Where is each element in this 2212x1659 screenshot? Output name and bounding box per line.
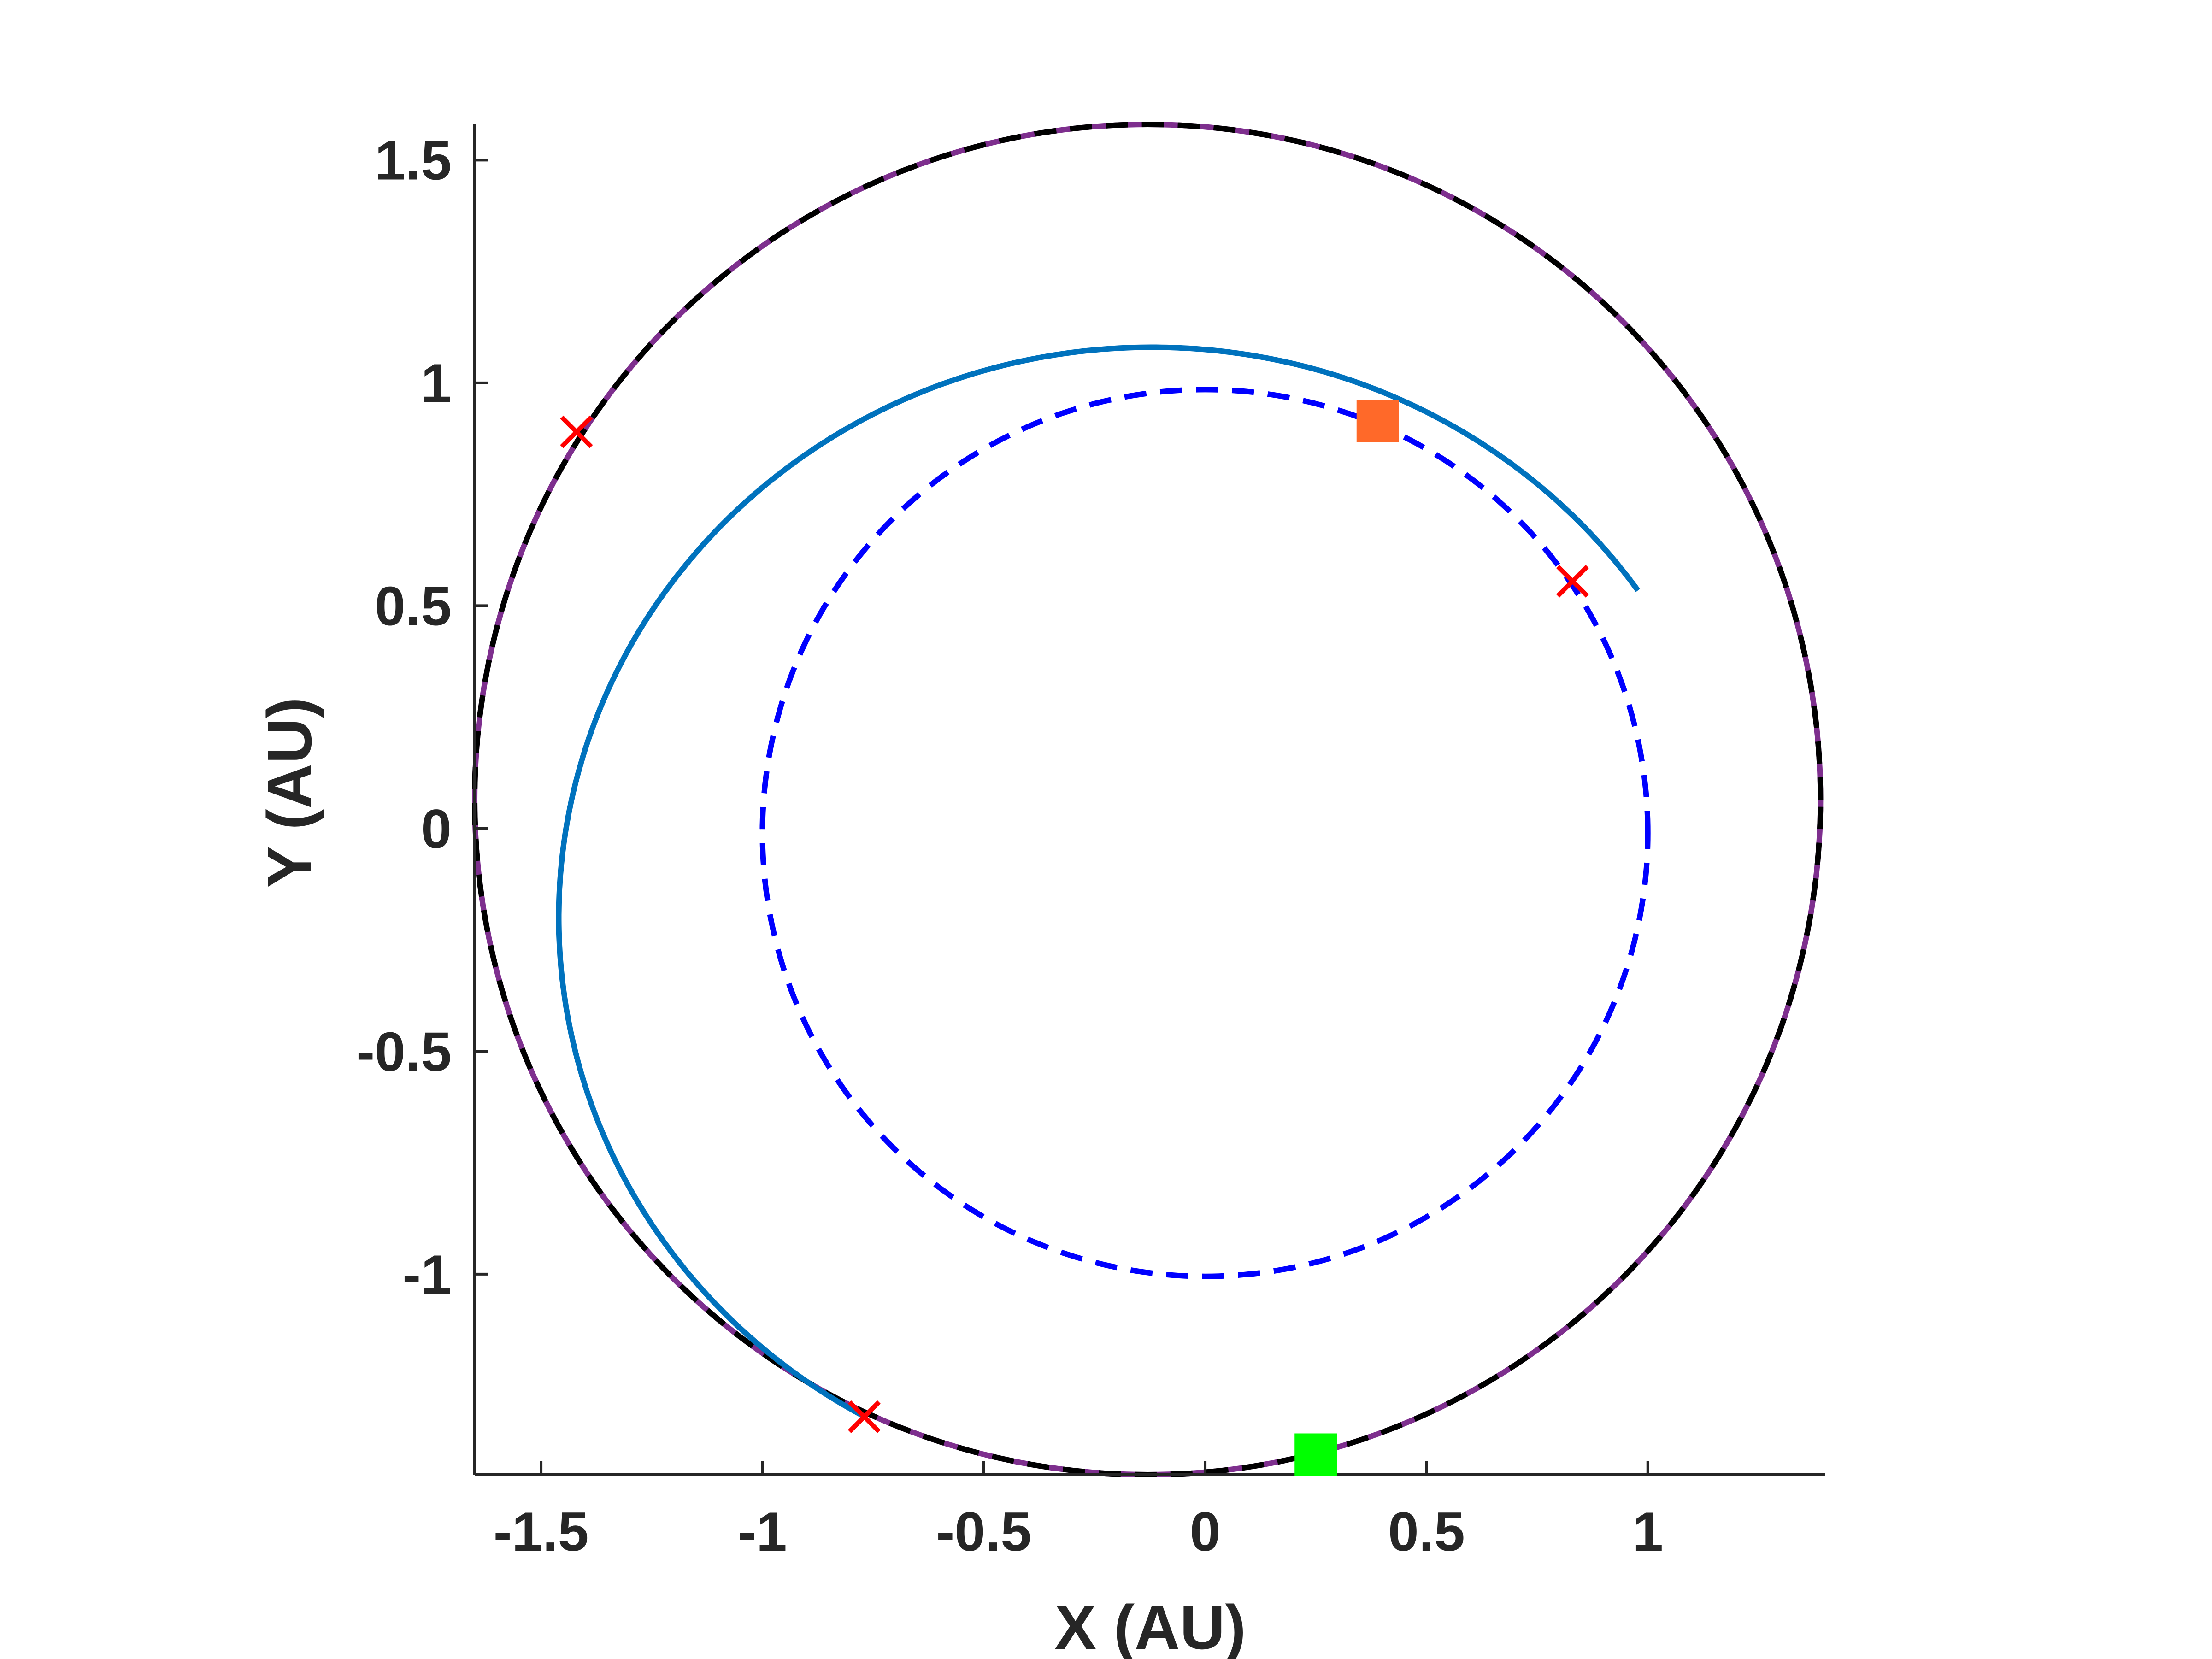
cross-stroke <box>847 1400 881 1433</box>
x-tick-label: 1 <box>1632 1501 1663 1563</box>
x-tick-label: -1 <box>738 1501 787 1563</box>
orbit-curves <box>471 121 1824 1478</box>
cross-marker <box>560 415 593 448</box>
cross-marker <box>847 1400 881 1433</box>
y-tick-label: 1.5 <box>375 129 452 191</box>
orbit-markers <box>560 400 1589 1476</box>
cross-stroke <box>560 415 593 448</box>
x-tick-label: 0 <box>1190 1501 1221 1563</box>
y-tick-label: 0 <box>421 798 452 860</box>
x-tick-label: 0.5 <box>1388 1501 1465 1563</box>
square-marker <box>1356 400 1399 442</box>
cross-stroke <box>1556 565 1589 598</box>
y-tick-label: -1 <box>402 1244 452 1306</box>
orbit-dashed-1 <box>471 121 1824 1478</box>
y-axis-label: Y (AU) <box>254 697 324 888</box>
x-axis-label: X (AU) <box>1054 1592 1246 1659</box>
y-tick-label: -0.5 <box>356 1021 452 1082</box>
square-marker <box>1294 1433 1337 1476</box>
transfer-orbit-2 <box>556 344 1641 1419</box>
cross-marker <box>1556 565 1589 598</box>
x-tick-label: -0.5 <box>936 1501 1031 1563</box>
x-tick-label: -1.5 <box>494 1501 589 1563</box>
orbit-dashed-0 <box>759 387 1651 1279</box>
axes: -1.5 -1 -0.5 0 0.5 1 -1 -0.5 0 0.5 1 1.5 <box>356 124 1825 1563</box>
y-tick-label: 0.5 <box>375 575 452 637</box>
y-tick-label: 1 <box>421 353 452 414</box>
